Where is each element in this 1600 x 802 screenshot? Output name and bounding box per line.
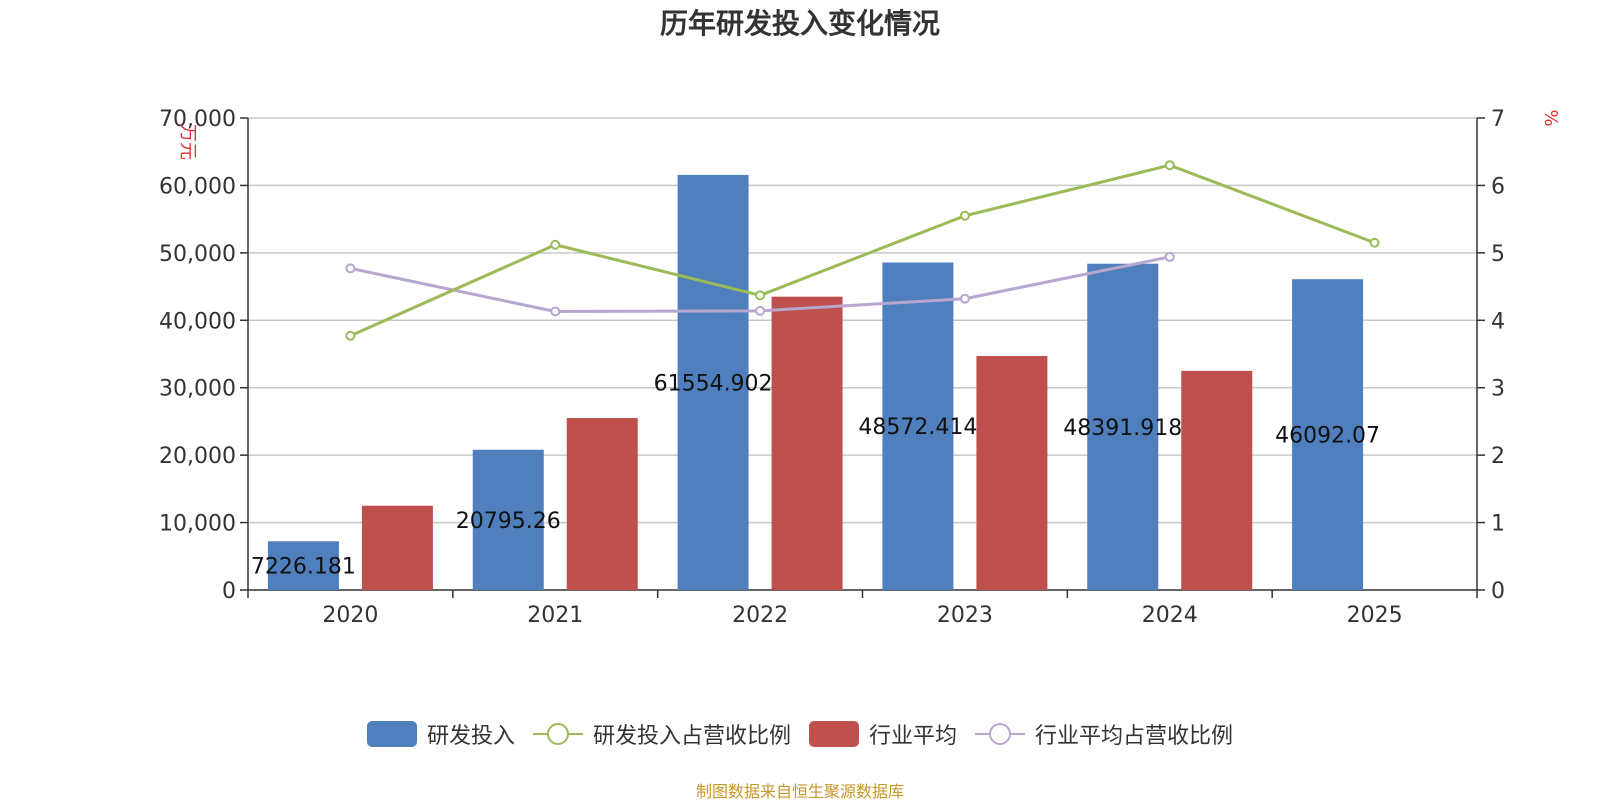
y-left-tick-label: 60,000	[159, 174, 236, 199]
legend: 研发投入 研发投入占营收比例 行业平均 行业平均占营收比例	[0, 718, 1600, 750]
legend-item-industry[interactable]: 行业平均	[809, 718, 957, 750]
bar-industry	[976, 356, 1048, 590]
point-rd-ratio	[345, 330, 356, 341]
chart-title: 历年研发投入变化情况	[659, 7, 940, 40]
point-rd-ratio	[755, 290, 766, 301]
x-tick-label: 2020	[322, 603, 378, 628]
y-left-axis-label: 万元	[177, 124, 198, 160]
data-label-rd: 61554.902	[654, 371, 773, 396]
point-industry-ratio	[345, 263, 356, 274]
y-right-tick-label: 2	[1491, 444, 1505, 469]
x-tick-label: 2022	[732, 603, 788, 628]
bar-rd	[882, 262, 954, 590]
point-industry-ratio	[550, 306, 561, 317]
y-right-axis-label: %	[1540, 109, 1561, 126]
source-note: 制图数据来自恒生聚源数据库	[695, 782, 904, 801]
y-left-tick-label: 30,000	[159, 377, 236, 402]
x-tick-label: 2024	[1142, 603, 1198, 628]
point-rd-ratio	[959, 210, 970, 221]
bar-rd	[472, 449, 544, 590]
legend-label-rd: 研发投入	[426, 724, 515, 749]
bar-industry	[566, 418, 638, 590]
y-right-tick-label: 0	[1491, 579, 1505, 604]
y-right-tick-label: 1	[1491, 512, 1505, 537]
x-tick-label: 2025	[1347, 603, 1403, 628]
point-industry-ratio	[1164, 251, 1175, 262]
legend-item-industry-ratio[interactable]: 行业平均占营收比例	[975, 718, 1233, 750]
y-right-tick-label: 6	[1491, 174, 1505, 199]
point-industry-ratio	[755, 305, 766, 316]
line-industry-ratio	[350, 255, 1171, 314]
legend-label-rd-ratio: 研发投入占营收比例	[592, 724, 791, 749]
y-left-tick-label: 20,000	[159, 444, 236, 469]
legend-label-industry: 行业平均	[869, 724, 958, 749]
y-right-tick-label: 5	[1491, 242, 1505, 267]
bar-industry	[1181, 370, 1253, 590]
bar-industry	[771, 296, 843, 590]
y-left-tick-label: 50,000	[159, 242, 236, 267]
data-label-rd: 48391.918	[1063, 416, 1182, 441]
legend-item-rd[interactable]: 研发投入	[366, 718, 515, 750]
line-rd-ratio	[349, 163, 1376, 338]
point-rd-ratio	[550, 239, 561, 250]
legend-item-rd-ratio[interactable]: 研发投入占营收比例	[532, 718, 791, 750]
point-rd-ratio	[1164, 160, 1175, 171]
bar-rd	[1292, 279, 1364, 590]
y-left-tick-label: 40,000	[159, 309, 236, 334]
y-left-tick-label: 70,000	[159, 107, 236, 132]
legend-label-industry-ratio: 行业平均占营收比例	[1035, 724, 1234, 749]
y-left-tick-label: 0	[222, 579, 236, 604]
bar-rd	[1087, 263, 1159, 590]
legend-swatch-rd-ratio	[532, 723, 583, 745]
bar-rd	[267, 541, 339, 590]
legend-swatch-industry-ratio	[975, 723, 1026, 745]
y-right-tick-label: 4	[1491, 309, 1505, 334]
bar-industry	[361, 505, 433, 590]
point-industry-ratio	[959, 293, 970, 304]
legend-swatch-rd	[366, 721, 417, 747]
x-tick-label: 2023	[937, 603, 993, 628]
data-label-rd: 7226.181	[251, 555, 356, 580]
data-label-rd: 20795.26	[456, 509, 561, 534]
y-left-tick-label: 10,000	[159, 512, 236, 537]
x-tick-label: 2021	[527, 603, 583, 628]
data-label-rd: 48572.414	[858, 415, 977, 440]
point-rd-ratio	[1369, 237, 1380, 248]
y-right-tick-label: 7	[1491, 107, 1505, 132]
data-label-rd: 46092.07	[1275, 424, 1380, 449]
y-right-tick-label: 3	[1491, 377, 1505, 402]
legend-swatch-industry	[809, 721, 859, 747]
bar-rd	[677, 174, 749, 590]
